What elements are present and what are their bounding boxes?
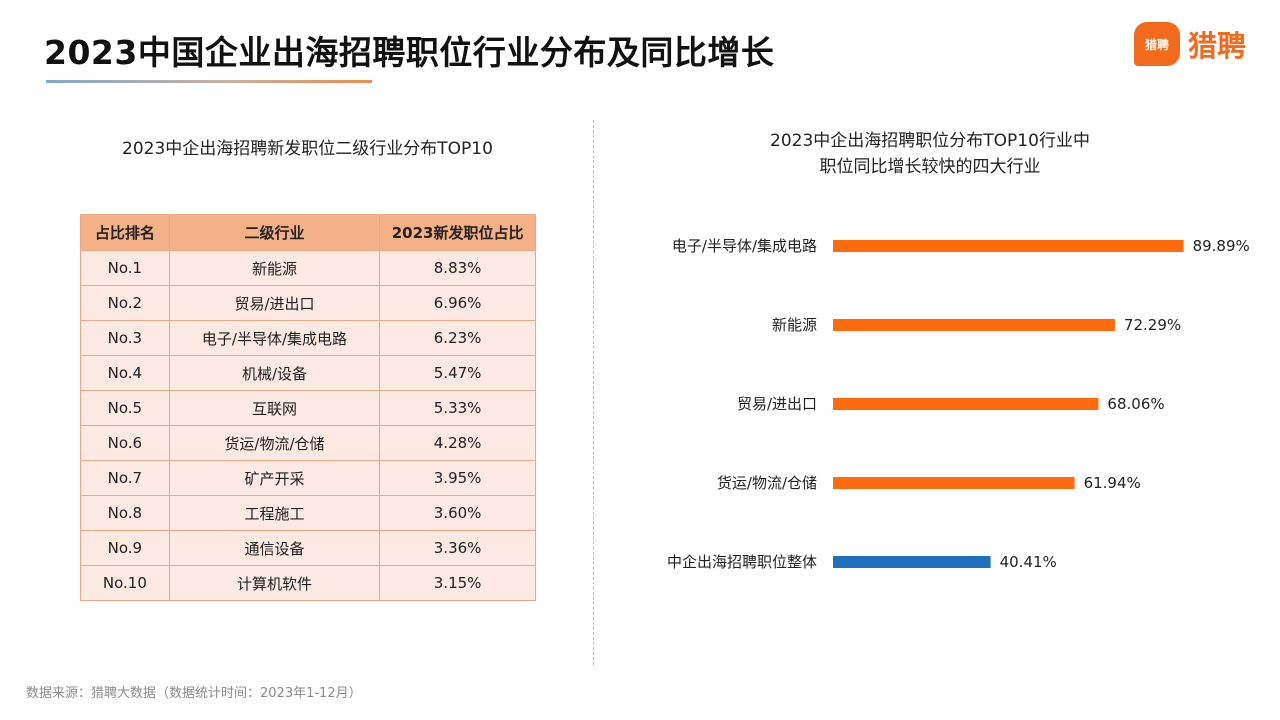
rank-cell: No.5 bbox=[80, 390, 170, 426]
industry-cell: 新能源 bbox=[168, 250, 381, 286]
rank-cell: No.3 bbox=[80, 320, 170, 356]
industry-cell: 互联网 bbox=[168, 390, 381, 426]
column-header-rank: 占比排名 bbox=[80, 214, 170, 251]
category-label: 货运/物流/仓储 bbox=[717, 474, 817, 492]
rank-cell: No.8 bbox=[80, 495, 170, 531]
logo-badge-icon: 猎聘 bbox=[1134, 22, 1180, 66]
column-header-industry: 二级行业 bbox=[168, 214, 381, 251]
table-header-row: 占比排名 二级行业 2023新发职位占比 bbox=[80, 214, 536, 251]
logo-text: 猎聘 bbox=[1188, 29, 1247, 63]
page-title: 2023中国企业出海招聘职位行业分布及同比增长 bbox=[44, 33, 775, 72]
industry-cell: 通信设备 bbox=[168, 530, 381, 566]
rank-cell: No.9 bbox=[80, 530, 170, 566]
table-row: No.4 机械/设备 5.47% bbox=[80, 355, 536, 391]
category-label: 贸易/进出口 bbox=[737, 395, 817, 413]
bar bbox=[833, 319, 1115, 331]
industry-cell: 贸易/进出口 bbox=[168, 285, 381, 321]
rank-cell: No.1 bbox=[80, 250, 170, 286]
liepin-logo: 猎聘 猎聘 bbox=[1134, 22, 1246, 66]
industry-cell: 电子/半导体/集成电路 bbox=[168, 320, 381, 356]
table-row: No.2 贸易/进出口 6.96% bbox=[80, 285, 536, 321]
share-cell: 3.15% bbox=[379, 565, 536, 601]
data-source-note: 数据来源：猎聘大数据（数据统计时间：2023年1-12月） bbox=[26, 686, 362, 701]
panel-divider bbox=[593, 120, 594, 665]
share-cell: 3.36% bbox=[379, 530, 536, 566]
value-label: 68.06% bbox=[1107, 395, 1164, 413]
table-row: No.10 计算机软件 3.15% bbox=[80, 565, 536, 601]
bar bbox=[833, 240, 1184, 252]
category-label: 电子/半导体/集成电路 bbox=[672, 237, 817, 255]
industry-cell: 矿产开采 bbox=[168, 460, 381, 496]
table-row: No.3 电子/半导体/集成电路 6.23% bbox=[80, 320, 536, 356]
share-cell: 6.23% bbox=[379, 320, 536, 356]
share-cell: 6.96% bbox=[379, 285, 536, 321]
table-row: No.6 货运/物流/仓储 4.28% bbox=[80, 425, 536, 461]
share-cell: 3.95% bbox=[379, 460, 536, 496]
chart-title-line1: 2023中企出海招聘职位分布TOP10行业中 bbox=[770, 131, 1090, 151]
industry-cell: 机械/设备 bbox=[168, 355, 381, 391]
value-label: 72.29% bbox=[1124, 316, 1181, 334]
bar bbox=[833, 477, 1075, 489]
rank-cell: No.10 bbox=[80, 565, 170, 601]
table-row: No.5 互联网 5.33% bbox=[80, 390, 536, 426]
rank-cell: No.6 bbox=[80, 425, 170, 461]
table-row: No.7 矿产开采 3.95% bbox=[80, 460, 536, 496]
rank-cell: No.7 bbox=[80, 460, 170, 496]
share-cell: 5.47% bbox=[379, 355, 536, 391]
share-cell: 4.28% bbox=[379, 425, 536, 461]
category-label: 新能源 bbox=[772, 316, 817, 334]
industry-rank-table: 占比排名 二级行业 2023新发职位占比 No.1 新能源 8.83% No.2 贸易/… bbox=[80, 214, 536, 601]
industry-cell: 工程施工 bbox=[168, 495, 381, 531]
chart-title: 2023中企出海招聘职位分布TOP10行业中 职位同比增长较快的四大行业 bbox=[640, 128, 1220, 180]
industry-cell: 货运/物流/仓储 bbox=[168, 425, 381, 461]
category-label: 中企出海招聘职位整体 bbox=[667, 553, 817, 571]
column-header-share: 2023新发职位占比 bbox=[379, 214, 536, 251]
growth-bar-chart: 电子/半导体/集成电路 89.89% 新能源 72.29% 贸易/进出口 68.06% 货运… bbox=[667, 237, 1250, 571]
table-row: No.9 通信设备 3.36% bbox=[80, 530, 536, 566]
table-row: No.8 工程施工 3.60% bbox=[80, 495, 536, 531]
rank-cell: No.4 bbox=[80, 355, 170, 391]
bar bbox=[833, 556, 991, 568]
rank-cell: No.2 bbox=[80, 285, 170, 321]
value-label: 61.94% bbox=[1084, 474, 1141, 492]
chart-title-line2: 职位同比增长较快的四大行业 bbox=[819, 157, 1041, 177]
industry-cell: 计算机软件 bbox=[168, 565, 381, 601]
bar bbox=[833, 398, 1099, 410]
share-cell: 8.83% bbox=[379, 250, 536, 286]
share-cell: 5.33% bbox=[379, 390, 536, 426]
title-underline bbox=[46, 80, 372, 83]
share-cell: 3.60% bbox=[379, 495, 536, 531]
value-label: 89.89% bbox=[1193, 237, 1250, 255]
table-title: 2023中企出海招聘新发职位二级行业分布TOP10 bbox=[122, 139, 493, 159]
table-row: No.1 新能源 8.83% bbox=[80, 250, 536, 286]
value-label: 40.41% bbox=[1000, 553, 1057, 571]
